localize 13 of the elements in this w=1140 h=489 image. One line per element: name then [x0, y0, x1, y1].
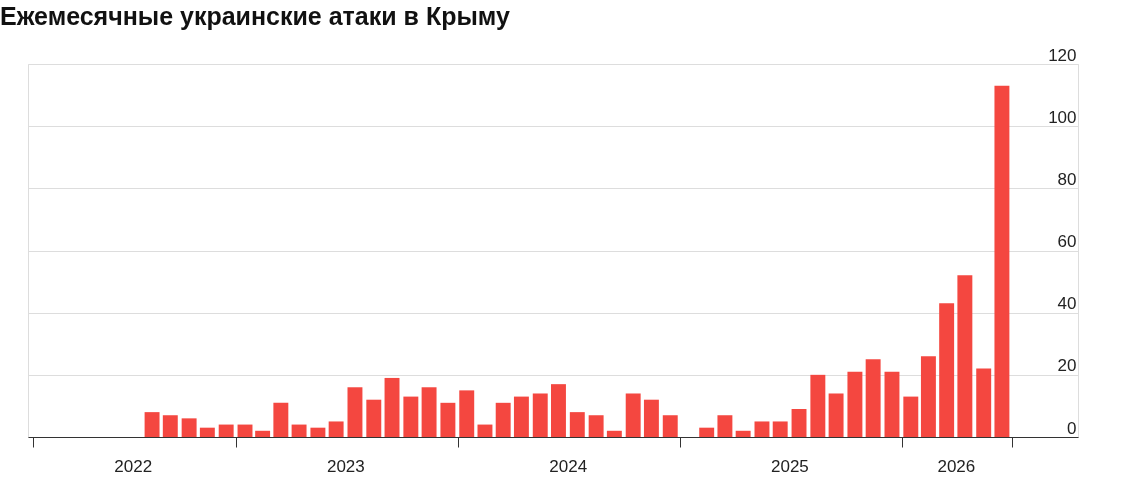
y-tick-label: 100 [1048, 107, 1077, 127]
y-tick-label: 120 [1048, 45, 1077, 65]
y-tick-label: 80 [1057, 169, 1077, 189]
y-tick-label: 40 [1057, 294, 1077, 314]
x-tick-label: 2025 [771, 457, 809, 476]
x-tick-label: 2023 [326, 457, 365, 476]
x-tick-label: 2026 [937, 457, 976, 476]
x-tick-label: 2022 [114, 457, 153, 476]
y-tick-label: 0 [1067, 418, 1077, 438]
y-tick-label: 60 [1057, 232, 1077, 251]
chart-title: Ежемесячные украинские атаки в Крыму [0, 2, 510, 30]
y-tick-label: 20 [1057, 356, 1077, 376]
x-tick-label: 2024 [549, 457, 588, 476]
